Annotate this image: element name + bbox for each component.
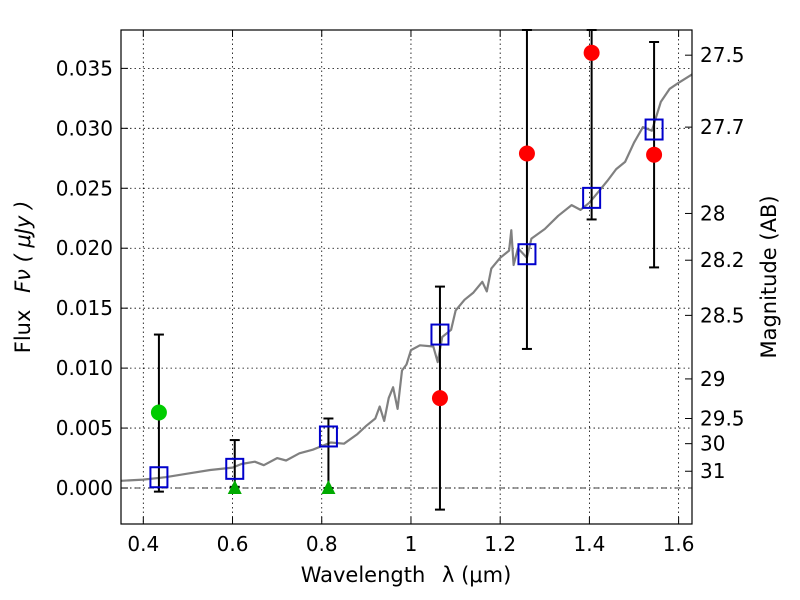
x-tick-label: 1.6 — [663, 532, 695, 556]
y-tick-label: 0.005 — [56, 416, 113, 440]
x-tick-label: 0.4 — [127, 532, 159, 556]
plot-frame — [120, 29, 693, 525]
x-tick-label: 0.8 — [306, 532, 338, 556]
y-axis-title: Flux Fν ( μJy ) — [11, 201, 35, 354]
magnitude-tick-label: 27.7 — [700, 115, 745, 139]
y-axis-title-text: Flux — [11, 310, 35, 354]
right-axis-title: Magnitude (AB) — [757, 195, 781, 358]
tick-layer — [121, 30, 692, 524]
errorbar-layer — [153, 29, 660, 511]
photometry-square-marker — [644, 118, 664, 141]
x-axis-title-math: λ (μm) — [442, 563, 511, 587]
magnitude-tick-label: 28.5 — [700, 303, 745, 327]
photometry-square-marker — [318, 425, 338, 448]
photometry-circle-marker — [518, 145, 535, 162]
photometry-square-marker — [225, 457, 245, 480]
photometry-square-marker — [149, 466, 169, 489]
magnitude-tick-label: 31 — [700, 459, 725, 483]
photometry-circle-marker — [431, 390, 448, 407]
x-tick-labels: 0.4 0.6 0.8 1 1.2 1.4 1.6 — [127, 532, 694, 556]
upper-limit-triangle-marker — [227, 480, 242, 495]
photometry-circle-marker — [150, 404, 167, 421]
x-tick-label: 1.2 — [484, 532, 516, 556]
photometry-square-marker — [582, 186, 602, 209]
photometry-square-marker — [430, 323, 450, 346]
magnitude-tick-label: 27.5 — [700, 43, 745, 67]
y-tick-label: 0.035 — [56, 56, 113, 80]
y-tick-label: 0.010 — [56, 356, 113, 380]
magnitude-tick-label: 28 — [700, 201, 725, 225]
magnitude-tick-label: 30 — [700, 432, 725, 456]
y-tick-label: 0.015 — [56, 296, 113, 320]
y-tick-label: 0.000 — [56, 476, 113, 500]
grid-layer — [121, 30, 692, 524]
photometry-circle-marker — [646, 146, 663, 163]
x-tick-label: 1 — [405, 532, 418, 556]
magnitude-tick-labels: 27.5 27.7 28 28.2 28.5 29 29.530 31 — [700, 43, 745, 483]
y-axis-title-math: Fν ( μJy ) — [11, 201, 35, 293]
y-tick-label: 0.030 — [56, 116, 113, 140]
magnitude-tick-label: 29 — [700, 367, 725, 391]
y-tick-label: 0.025 — [56, 176, 113, 200]
x-axis-title: Wavelength λ (μm) — [301, 563, 512, 587]
magnitude-tick-label: 28.2 — [700, 248, 745, 272]
marker-layer — [149, 44, 664, 495]
y-tick-label: 0.020 — [56, 236, 113, 260]
x-tick-label: 0.6 — [217, 532, 249, 556]
magnitude-tick-label: 29.5 — [700, 406, 745, 430]
y-tick-labels: 0.000 0.005 0.010 0.015 0.020 0.025 0.030 0.035 — [56, 56, 113, 500]
x-axis-title-text: Wavelength — [301, 563, 426, 587]
x-tick-label: 1.4 — [573, 532, 605, 556]
photometry-square-marker — [517, 243, 537, 266]
photometry-circle-marker — [583, 44, 600, 61]
spectrum-layer — [120, 73, 693, 482]
spectrum-line — [120, 73, 693, 482]
upper-limit-triangle-marker — [321, 480, 336, 495]
